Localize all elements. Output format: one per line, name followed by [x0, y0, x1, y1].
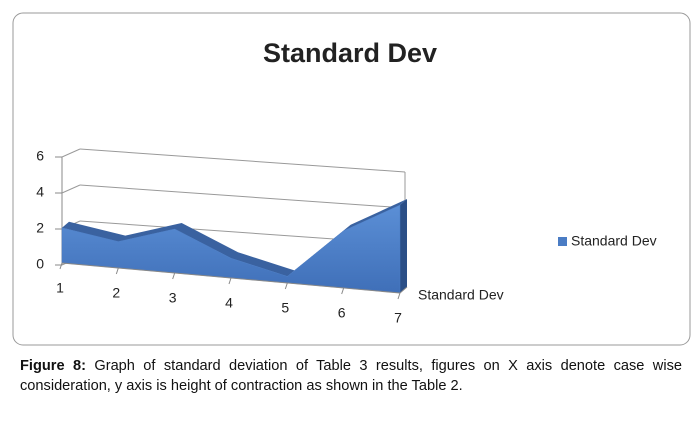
y-tick-label: 6	[36, 148, 44, 164]
area-side	[400, 199, 407, 293]
caption-text: Graph of standard deviation of Table 3 r…	[20, 358, 683, 394]
chart-title: Standard Dev	[263, 38, 437, 68]
x-tick-label: 7	[394, 310, 402, 326]
grid-line	[79, 184, 406, 209]
grid-line	[61, 148, 81, 158]
x-tick-label: 3	[169, 290, 177, 306]
y-tick-label: 0	[36, 256, 44, 272]
caption-label: Figure 8:	[20, 358, 86, 374]
grid-line	[61, 184, 81, 194]
legend-label: Standard Dev	[571, 233, 657, 249]
x-tick	[284, 282, 288, 290]
legend-swatch	[558, 237, 567, 246]
caption: Figure 8: Graph of standard deviation of…	[20, 356, 682, 396]
x-tick-label: 6	[338, 305, 346, 321]
x-tick	[115, 267, 119, 275]
x-tick	[397, 292, 401, 300]
x-tick-label: 1	[56, 280, 64, 296]
x-tick	[341, 287, 345, 295]
x-tick	[172, 272, 176, 280]
x-tick-label: 4	[225, 295, 233, 311]
x-tick-label: 5	[281, 300, 289, 316]
x-tick	[59, 262, 63, 270]
y-tick-label: 4	[36, 184, 44, 200]
area-top	[62, 199, 407, 277]
chart: Standard Dev 0 2 4 6 1 2 3 4 5 6 7 Standard Dev Stan…	[12, 12, 691, 346]
x-tick	[228, 277, 232, 285]
depth-label: Standard Dev	[418, 287, 504, 303]
depth-axis	[399, 286, 408, 294]
grid-line	[79, 148, 406, 173]
x-tick-label: 2	[112, 285, 120, 301]
y-tick-label: 2	[36, 220, 44, 236]
